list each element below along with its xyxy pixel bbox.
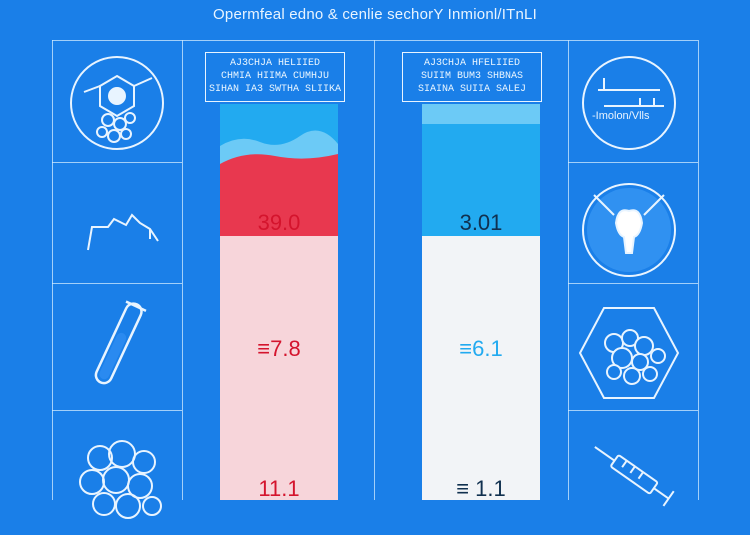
grid-line <box>52 283 182 284</box>
left-label-line: SIHAN IA3 SWTHA SLIIKA <box>208 84 342 95</box>
test-tube-icon <box>62 292 172 402</box>
left-tube-top-value: 39.0 <box>257 210 301 235</box>
grid-line <box>182 40 183 500</box>
left-tube-mid-value: ≡7.8 <box>257 336 301 361</box>
grid-line <box>374 40 375 500</box>
grid-line <box>568 40 569 500</box>
molecule-cells-icon <box>62 48 172 158</box>
right-tube-bottom-value: ≡ 1.1 <box>456 476 506 500</box>
grid-line <box>52 162 182 163</box>
right-tube-mid-value: ≡6.1 <box>459 336 503 361</box>
left-tube-body <box>220 236 338 500</box>
right-tube-level <box>422 124 540 236</box>
chart-caption: -Imolon/Vlls <box>592 110 650 122</box>
right-tube-top-value: 3.01 <box>459 210 503 235</box>
grid-line <box>698 40 699 500</box>
cell-cluster-icon <box>62 420 172 530</box>
grid-line <box>52 40 53 500</box>
right-label-box: AJ3CHJA HFELIIED SUIIM BUM3 SHBNAS SIAIN… <box>402 52 542 102</box>
grid-line <box>52 410 182 411</box>
grid-line <box>568 410 698 411</box>
right-label-line: SUIIM BUM3 SHBNAS <box>420 71 524 82</box>
grid-line <box>568 283 698 284</box>
left-label-line: AJ3CHJA HELIIED <box>229 58 320 69</box>
right-tube-body <box>422 236 540 500</box>
chart-line-icon: -Imolon/Vlls <box>574 48 684 158</box>
grid-line <box>52 40 698 41</box>
right-label-line: SIAINA SUIIA SALEJ <box>417 84 527 95</box>
left-label-line: CHMIA HIIMA CUMHJU <box>220 71 330 82</box>
bubbles-icon <box>574 298 684 408</box>
page-title: Opermfeal edno & cenlie sechorY Inmionl/… <box>213 6 537 23</box>
wave-signal-icon <box>70 175 180 285</box>
tooth-icon <box>574 175 684 285</box>
right-label-line: AJ3CHJA HFELIIED <box>423 58 520 69</box>
left-tube-bottom-value: 11.1 <box>258 476 300 500</box>
left-tube-wave <box>220 130 338 236</box>
left-label-box: AJ3CHJA HELIIED CHMIA HIIMA CUMHJU SIHAN… <box>205 52 345 102</box>
syringe-icon <box>580 420 690 530</box>
left-tube: 39.0 ≡7.8 11.1 <box>220 104 338 500</box>
grid-line <box>568 162 698 163</box>
right-tube-top-fill <box>422 104 540 124</box>
right-tube: 3.01 ≡6.1 ≡ 1.1 <box>422 104 540 500</box>
